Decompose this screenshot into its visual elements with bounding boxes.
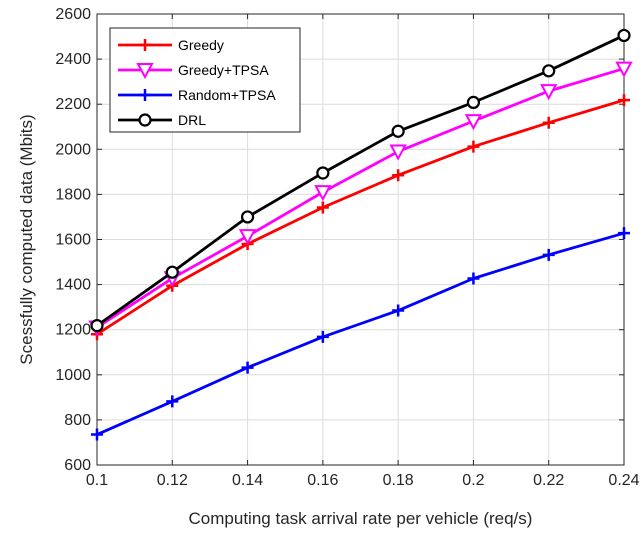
data-point (166, 395, 179, 408)
x-tick-label: 0.14 (232, 472, 263, 489)
data-point (542, 248, 555, 261)
x-tick-label: 0.24 (608, 472, 639, 489)
y-tick-label: 1400 (55, 277, 91, 294)
data-point (392, 304, 405, 317)
data-point (542, 64, 556, 78)
x-axis-title: Computing task arrival rate per vehicle … (189, 509, 533, 528)
legend-marker (136, 63, 154, 80)
data-point (618, 227, 630, 240)
legend-label: Greedy+TPSA (178, 62, 269, 78)
x-tick-label: 0.16 (307, 472, 338, 489)
series-line (96, 98, 625, 336)
x-tick-label: 0.1 (86, 472, 108, 489)
data-point (464, 114, 483, 131)
data-point (391, 124, 405, 138)
legend-item: DRL (118, 112, 206, 128)
data-point (241, 361, 254, 374)
data-point (617, 28, 631, 43)
y-tick-label: 1200 (55, 322, 91, 339)
x-tick-label: 0.12 (157, 472, 188, 489)
series-line (96, 67, 625, 329)
data-point (467, 140, 480, 153)
data-point (90, 319, 104, 333)
legend-item: Greedy (118, 37, 224, 53)
legend-marker (139, 89, 151, 101)
data-point (91, 428, 103, 441)
series-greedy (91, 94, 630, 341)
y-axis-title: Scessfully computed data (Mbits) (17, 114, 36, 364)
y-tick-label: 2000 (55, 141, 91, 158)
legend-label: DRL (178, 112, 206, 128)
legend: Greedy Greedy+TPSA Random+TPSA DRL (109, 27, 301, 133)
y-tick-label: 2200 (55, 96, 91, 113)
x-tick-label: 0.2 (462, 472, 484, 489)
data-point (316, 330, 329, 343)
y-tick-label: 800 (64, 412, 91, 429)
y-tick-label: 600 (64, 457, 91, 474)
x-tick-label: 0.22 (533, 472, 564, 489)
legend-marker (139, 39, 151, 51)
data-point (392, 169, 405, 182)
y-tick-label: 1600 (55, 232, 91, 249)
data-point (238, 229, 257, 246)
y-tick-label: 2600 (55, 6, 91, 23)
data-point (316, 166, 330, 180)
data-point (165, 265, 179, 279)
legend-item: Random+TPSA (118, 87, 276, 103)
data-point (467, 272, 480, 285)
data-point (389, 144, 407, 161)
y-tick-label: 1000 (55, 367, 91, 384)
data-point (314, 185, 332, 202)
series-group (88, 28, 633, 441)
legend-item: Greedy+TPSA (118, 62, 269, 80)
series-random-tpsa (91, 227, 630, 441)
data-point (540, 84, 558, 101)
legend-marker (138, 113, 152, 127)
data-point (466, 95, 481, 109)
data-point (240, 210, 255, 224)
data-point (618, 94, 630, 107)
data-point (316, 201, 329, 214)
series-drl (90, 28, 631, 333)
y-tick-label: 2400 (55, 51, 91, 68)
data-point (615, 61, 633, 78)
series-line (96, 34, 625, 327)
axis-ticks: 0.1 0.12 0.14 0.16 0.18 0.2 0.22 0.24 600 800 1000… (55, 6, 639, 489)
y-tick-label: 1800 (55, 186, 91, 203)
legend-label: Greedy (178, 37, 224, 53)
legend-label: Random+TPSA (178, 87, 276, 103)
x-tick-label: 0.18 (383, 472, 414, 489)
data-point (542, 116, 555, 129)
series-line (96, 231, 625, 436)
